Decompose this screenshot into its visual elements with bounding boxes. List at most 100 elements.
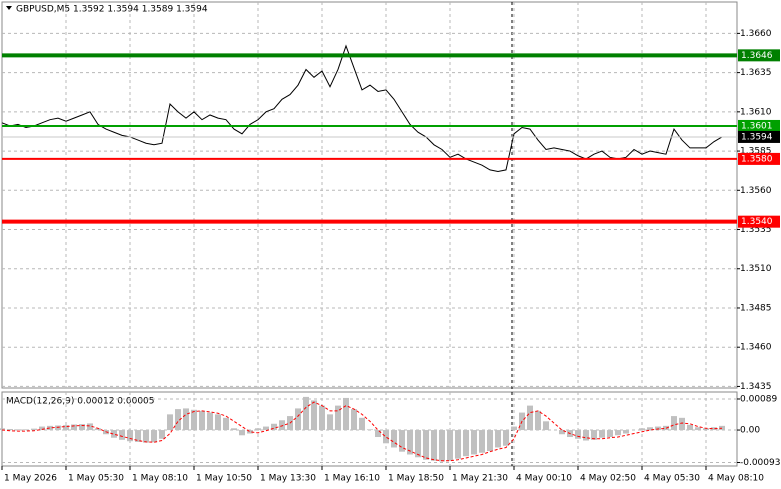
histogram-bar [655, 426, 661, 431]
histogram-bar [151, 430, 157, 443]
histogram-bar [559, 430, 565, 435]
histogram-bar [455, 430, 461, 459]
histogram-bar [255, 428, 261, 431]
x-tick-label: 1 May 08:10 [132, 474, 188, 484]
histogram-bar [183, 408, 189, 431]
histogram-bar [247, 430, 253, 434]
level-label-box [738, 215, 780, 228]
histogram-bar [271, 423, 277, 431]
histogram-bar [479, 430, 485, 453]
histogram-bar [55, 425, 61, 431]
histogram-bar [535, 410, 541, 431]
x-tick-label: 4 May 08:10 [708, 474, 764, 484]
histogram-bar [591, 430, 597, 440]
x-tick-label: 4 May 05:30 [644, 474, 700, 484]
histogram-bar [95, 428, 101, 431]
y-tick-label: 1.3610 [740, 107, 772, 117]
histogram-bar [679, 417, 685, 431]
histogram-bar [119, 430, 125, 440]
y-tick-label: 1.3585 [740, 147, 772, 157]
level-label-box [738, 152, 780, 165]
histogram-bar [7, 429, 13, 431]
x-tick-label: 4 May 00:10 [516, 474, 572, 484]
y-tick-label: 1.3660 [740, 29, 772, 39]
level-label: 1.3580 [741, 154, 773, 164]
histogram-bar [79, 424, 85, 431]
histogram-bar [239, 430, 245, 436]
histogram-bar [343, 397, 349, 431]
histogram-bar [279, 420, 285, 431]
last-price-box [738, 130, 780, 143]
histogram-bar [615, 430, 621, 436]
x-tick-label: 1 May 16:10 [324, 474, 380, 484]
histogram-bar [335, 405, 341, 431]
histogram-bar [471, 430, 477, 455]
histogram-bar [647, 427, 653, 431]
histogram-bar [463, 430, 469, 457]
y-tick-label: 1.3635 [740, 68, 772, 78]
histogram-bar [319, 405, 325, 431]
histogram-bar [695, 427, 701, 431]
histogram-bar [703, 428, 709, 431]
histogram-bar [719, 425, 725, 431]
macd-title: MACD(12,26,9) 0.00012 0.00005 [6, 397, 155, 407]
histogram-bar [167, 414, 173, 431]
histogram-bar [71, 424, 77, 431]
y-tick-label: 1.3460 [740, 343, 772, 353]
histogram-bar [303, 396, 309, 431]
chart-title: GBPUSD,M5 1.3592 1.3594 1.3589 1.3594 [16, 5, 208, 15]
level-label: 1.3646 [741, 51, 773, 61]
histogram-bar [407, 430, 413, 455]
x-tick-label: 1 May 10:50 [196, 474, 252, 484]
y-tick-label: 1.3560 [740, 186, 772, 196]
histogram-bar [327, 414, 333, 431]
histogram-bar [511, 426, 517, 431]
collapse-icon [6, 6, 12, 10]
histogram-bar [199, 410, 205, 431]
y-tick-label: 1.3435 [740, 382, 772, 392]
y-tick-label: 0.00 [740, 426, 760, 436]
histogram-bar [415, 430, 421, 458]
histogram-bar [87, 423, 93, 431]
x-tick-label: 1 May 13:30 [260, 474, 316, 484]
histogram-bar [583, 430, 589, 441]
histogram-bar [607, 430, 613, 438]
x-tick-label: 1 May 2026 [4, 474, 57, 484]
histogram-bar [207, 412, 213, 431]
histogram-bar [39, 426, 45, 431]
histogram-bar [391, 430, 397, 448]
histogram-bar [47, 425, 53, 431]
histogram-bar [127, 430, 133, 442]
level-label: 1.3601 [741, 121, 773, 131]
histogram-bar [671, 416, 677, 431]
histogram-bar [351, 409, 357, 431]
histogram-bar [311, 400, 317, 431]
histogram-bar [191, 409, 197, 431]
price-panel [1, 1, 738, 389]
histogram-bar [215, 414, 221, 431]
histogram-bar [295, 408, 301, 431]
y-tick-label: 1.3510 [740, 264, 772, 274]
histogram-bar [159, 430, 165, 439]
x-tick-label: 1 May 21:30 [452, 474, 508, 484]
signal-line [1, 401, 723, 462]
level-label: 1.3540 [741, 217, 773, 227]
histogram-bar [687, 424, 693, 431]
histogram-bar [135, 430, 141, 442]
histogram-bar [439, 430, 445, 462]
histogram-bar [487, 430, 493, 451]
y-tick-label: 1.3485 [740, 303, 772, 313]
histogram-bar [447, 430, 453, 461]
histogram-bar [575, 430, 581, 439]
histogram-bar [367, 429, 373, 431]
histogram-bar [359, 417, 365, 431]
histogram-bar [503, 430, 509, 446]
histogram-bar [15, 429, 21, 431]
histogram-bar [111, 430, 117, 438]
y-tick-label: 0.00089 [740, 394, 777, 404]
histogram-bar [399, 430, 405, 452]
histogram-bar [31, 428, 37, 431]
price-line [1, 44, 723, 172]
histogram-bar [543, 421, 549, 431]
